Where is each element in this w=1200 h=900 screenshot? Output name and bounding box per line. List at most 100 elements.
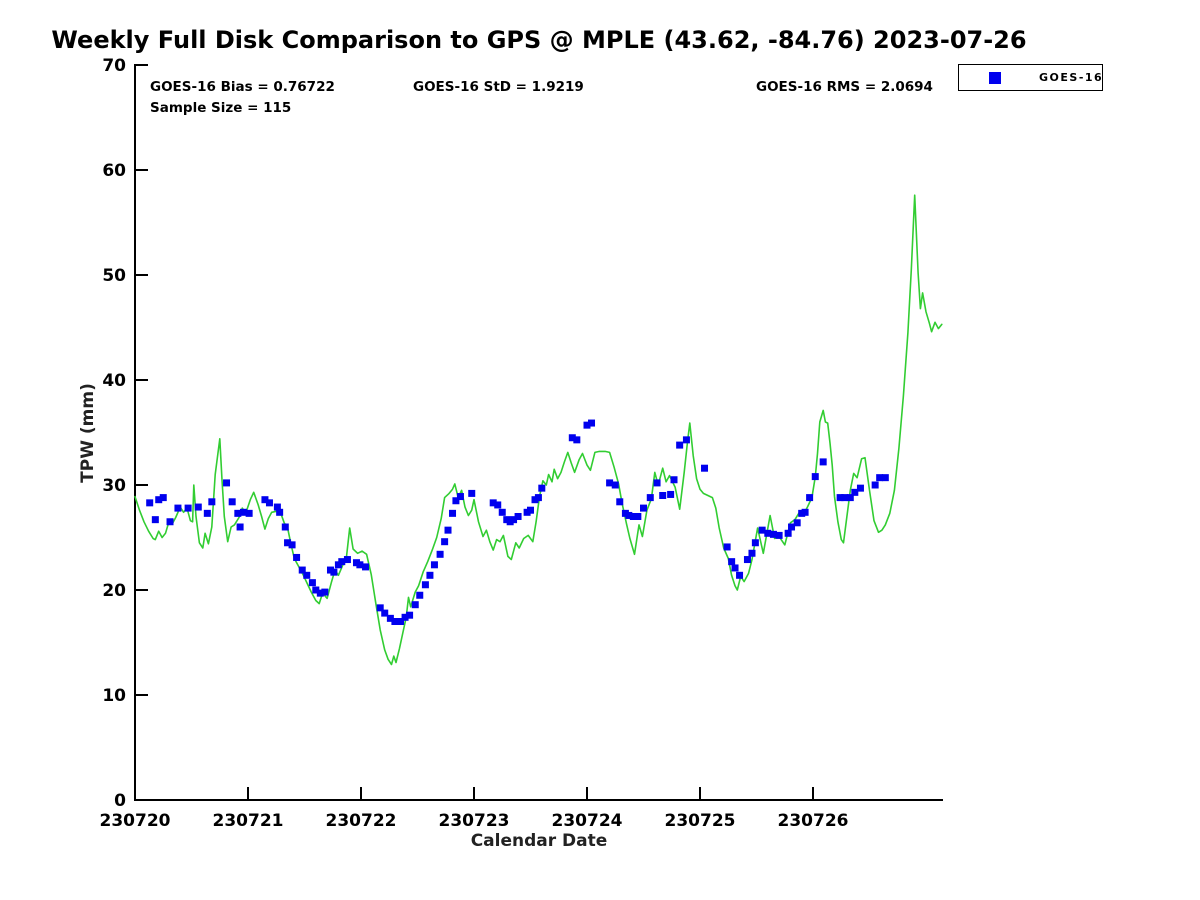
y-tick-label: 20	[102, 581, 126, 601]
goes16-marker	[436, 550, 444, 558]
goes16-marker	[426, 571, 434, 579]
goes16-marker	[670, 476, 678, 484]
goes16-marker	[223, 479, 231, 487]
goes16-marker	[682, 436, 690, 444]
goes16-marker	[731, 564, 739, 572]
y-tick-label: 0	[114, 791, 126, 811]
goes16-marker	[758, 526, 766, 534]
goes16-marker	[276, 508, 284, 516]
goes16-marker	[588, 419, 596, 427]
stat-bias: GOES-16 Bias = 0.76722	[150, 79, 335, 95]
x-tick-label: 230720	[100, 811, 171, 831]
y-tick-label: 40	[102, 371, 126, 391]
goes16-marker	[841, 494, 849, 502]
stat-sample-size: Sample Size = 115	[150, 100, 292, 116]
y-tick-label: 70	[102, 56, 126, 76]
gps-line	[134, 194, 943, 666]
goes16-marker	[321, 588, 329, 596]
goes16-marker	[836, 494, 844, 502]
goes16-marker	[362, 563, 370, 571]
goes16-marker	[514, 513, 522, 520]
goes16-marker	[606, 479, 614, 487]
goes16-marker	[851, 488, 859, 496]
goes16-marker	[793, 519, 801, 527]
goes16-marker	[881, 474, 889, 482]
goes16-marker	[444, 526, 452, 534]
goes16-marker	[281, 523, 289, 531]
goes16-marker	[288, 541, 296, 549]
y-tick-label: 50	[102, 266, 126, 286]
goes16-marker	[846, 494, 854, 502]
goes16-marker	[629, 513, 637, 520]
goes16-marker	[784, 529, 792, 537]
goes16-marker	[676, 441, 684, 449]
goes16-marker	[510, 516, 518, 524]
x-tick-label: 230724	[552, 811, 623, 831]
goes16-marker	[498, 508, 506, 516]
goes16-marker	[391, 618, 399, 625]
goes16-marker	[775, 531, 783, 539]
y-tick-label: 30	[102, 476, 126, 496]
goes16-marker	[265, 499, 273, 507]
x-tick-label: 230723	[439, 811, 510, 831]
goes16-marker	[338, 558, 346, 566]
goes16-marker	[568, 434, 576, 442]
goes16-marker	[764, 529, 772, 537]
goes16-marker	[616, 498, 624, 506]
goes16-marker	[801, 508, 809, 516]
legend-marker-square-icon	[989, 71, 1001, 84]
goes16-marker	[406, 611, 414, 619]
stat-std: GOES-16 StD = 1.9219	[413, 79, 584, 95]
goes16-marker	[401, 613, 409, 621]
goes16-marker	[527, 506, 534, 514]
goes16-marker	[659, 492, 667, 499]
goes16-marker	[245, 509, 253, 517]
goes16-marker	[239, 508, 247, 516]
y-tick-label: 10	[102, 686, 126, 706]
goes16-marker	[381, 609, 389, 617]
goes16-marker	[174, 504, 182, 512]
goes16-marker	[583, 421, 591, 429]
goes16-marker	[228, 498, 236, 506]
goes16-marker	[494, 501, 502, 509]
goes16-marker	[573, 436, 581, 444]
goes16-marker	[871, 481, 879, 489]
goes16-marker	[159, 494, 167, 502]
goes16-marker	[743, 556, 751, 564]
goes16-marker	[236, 523, 244, 531]
goes16-marker	[293, 553, 301, 561]
goes16-marker	[397, 618, 405, 625]
goes16-marker	[376, 604, 384, 612]
goes16-marker	[356, 561, 364, 569]
goes16-marker	[538, 484, 546, 492]
goes16-marker	[261, 496, 269, 504]
goes16-marker	[151, 516, 159, 524]
goes16-marker	[441, 538, 449, 546]
goes16-marker	[308, 579, 316, 587]
goes16-marker	[625, 511, 633, 519]
goes16-marker	[701, 464, 709, 472]
goes16-marker	[330, 568, 338, 576]
goes16-marker	[723, 543, 731, 551]
x-tick-label: 230721	[213, 811, 284, 831]
goes16-marker	[452, 497, 460, 505]
y-axis-label: TPW (mm)	[78, 383, 98, 483]
goes16-marker	[856, 484, 864, 492]
goes16-marker	[640, 504, 647, 512]
goes16-marker	[646, 494, 654, 502]
goes16-marker	[449, 509, 457, 517]
goes16-marker	[146, 499, 154, 507]
goes16-marker	[811, 473, 819, 481]
goes16-marker	[194, 503, 202, 511]
x-axis-label: Calendar Date	[470, 831, 608, 851]
x-tick-label: 230725	[665, 811, 736, 831]
chart-title: Weekly Full Disk Comparison to GPS @ MPL…	[51, 26, 1027, 54]
goes16-marker	[416, 591, 424, 599]
x-tick-label: 230726	[778, 811, 849, 831]
goes16-marker	[386, 614, 394, 622]
goes16-marker	[748, 549, 756, 557]
goes16-marker	[788, 523, 796, 531]
goes16-marker	[769, 530, 777, 538]
